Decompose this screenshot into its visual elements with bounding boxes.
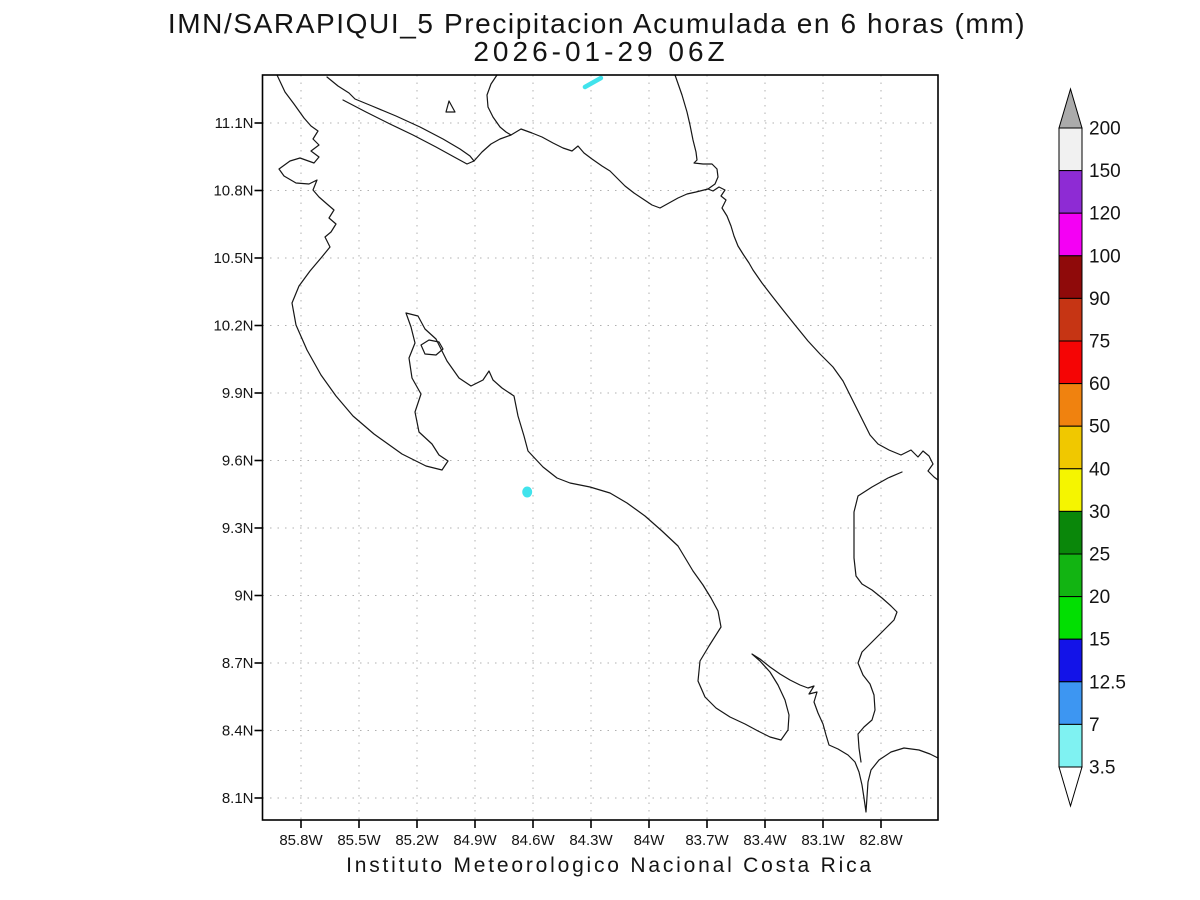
colorbar-arrow-top [1058,87,1083,129]
precipitation-spot [522,486,533,498]
colorbar-tick-label: 25 [1089,545,1110,566]
x-tick-label: 85.8W [279,832,323,849]
colorbar-tick-label: 40 [1089,459,1110,480]
lake-nicaragua-shore [486,74,512,136]
x-tick-label: 83.4W [743,832,787,849]
x-tick-label: 84.6W [511,832,555,849]
coastline [276,74,939,813]
x-tick-label: 84W [634,832,666,849]
coastline-caribbean [674,74,939,481]
y-tick-label: 9.3N [222,520,254,537]
y-tick-label: 8.1N [222,790,254,807]
colorbar-box [1058,638,1083,683]
y-tick-label: 10.8N [213,183,253,200]
map-plot-border [261,74,939,821]
colorbar-tick-label: 120 [1089,204,1121,225]
colorbar-tick-label: 60 [1089,374,1110,395]
colorbar-tick-label: 30 [1089,502,1110,523]
colorbar-box [1058,212,1083,257]
axis-ticks [254,122,882,828]
y-tick-label: 8.4N [222,723,254,740]
y-tick-label: 9.6N [222,453,254,470]
chart-title: IMN/SARAPIQUI_5 Precipitacion Acumulada … [168,8,1026,39]
colorbar-box [1058,127,1083,172]
san-juan-river-border [473,128,709,209]
colorbar-tick-label: 200 [1089,119,1121,140]
colorbar-tick-label: 7 [1089,715,1100,736]
border-nicaragua-south [342,99,475,165]
colorbar-box [1058,255,1083,299]
colorbar-box [1058,723,1083,768]
precipitation-streak [582,75,604,90]
chart-subtitle: 2026-01-29 06Z [473,36,728,67]
graticule-gridlines [262,75,938,820]
colorbar-arrow-bottom [1058,766,1083,808]
colorbar-tick-label: 20 [1089,587,1110,608]
colorbar-box [1058,340,1083,385]
y-tick-label: 9.9N [222,385,254,402]
x-tick-label: 84.9W [453,832,497,849]
colorbar-tick-label: 15 [1089,630,1110,651]
colorbar-box [1058,170,1083,214]
colorbar-box [1058,468,1083,512]
border-nicaragua-north [326,76,475,162]
x-tick-label: 83.1W [801,832,845,849]
coastline-pacific [276,74,939,813]
colorbar-box [1058,510,1083,555]
y-tick-label: 11.1N [215,115,254,132]
x-tick-label: 84.3W [569,832,613,849]
x-tick-label: 83.7W [685,832,729,849]
border-panama [853,471,903,763]
colorbar-legend: 200 150 120 100 90 75 60 50 40 30 25 20 15 12.5 7 3.5 [1058,87,1126,808]
colorbar-tick-label: 100 [1089,246,1121,267]
colorbar-tick-label: 90 [1089,289,1110,310]
y-axis-labels: 11.1N 10.8N 10.5N 10.2N 9.9N 9.6N 9.3N 9N 8.7N 8.… [213,115,253,807]
colorbar-tick-label: 75 [1089,332,1110,353]
x-axis-labels: 85.8W 85.5W 85.2W 84.9W 84.6W 84.3W 84W 83.7W 83… [279,832,903,849]
y-tick-label: 10.2N [213,318,253,335]
precipitation-shading [522,75,604,498]
x-tick-label: 85.2W [395,832,439,849]
y-tick-label: 10.5N [213,250,253,267]
colorbar-tick-label: 3.5 [1089,758,1115,779]
colorbar-tick-label: 150 [1089,161,1121,182]
colorbar-tick-label: 50 [1089,417,1110,438]
isla-chira [420,339,444,356]
colorbar-box [1058,297,1083,342]
x-tick-label: 82.8W [859,832,903,849]
y-tick-label: 9N [234,588,253,605]
colorbar-box [1058,383,1083,427]
x-tick-label: 85.5W [337,832,381,849]
y-tick-label: 8.7N [222,655,254,672]
colorbar-box [1058,681,1083,725]
lake-island [445,100,456,113]
colorbar-box [1058,425,1083,470]
colorbar-box [1058,596,1083,640]
colorbar-box [1058,553,1083,598]
colorbar-tick-label: 12.5 [1089,672,1126,693]
caption: Instituto Meteorologico Nacional Costa R… [346,854,874,877]
